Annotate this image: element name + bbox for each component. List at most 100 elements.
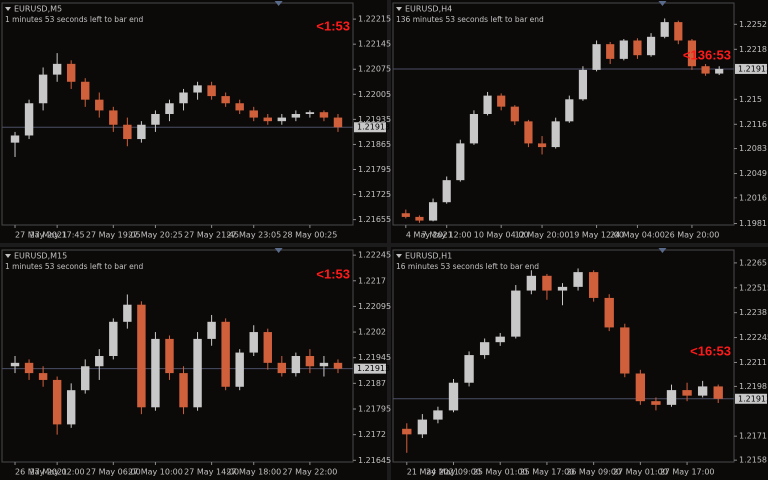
candle-body (526, 275, 537, 291)
candle-body (511, 290, 521, 337)
candle-body (557, 286, 568, 291)
x-tick-label: 4 May 2021 (406, 231, 453, 240)
candle-body (633, 40, 642, 56)
candle-body (137, 124, 146, 140)
x-tick-label: 27 May 17:00 (660, 468, 715, 477)
candle-body (137, 304, 146, 408)
candle-body (456, 143, 465, 181)
y-tick-label: 1.2217 (358, 276, 386, 285)
y-tick-label: 1.2158 (739, 456, 767, 465)
x-tick-label: 27 May 06:00 (86, 468, 141, 477)
x-tick-label: 27 May 10:00 (128, 468, 183, 477)
current-price-label: 1.21913 (738, 64, 768, 73)
candle-body (319, 112, 329, 118)
candle-body (635, 373, 646, 402)
chart-subtitle: 1 minutes 53 seconds left to bar end (5, 15, 144, 24)
current-price-box (354, 363, 386, 374)
plot-border (392, 2, 735, 226)
chart-panel: 1.22215 1.22145 1.22075 1.22005 1.21935 1.218… (0, 0, 391, 243)
countdown: <1:53 (316, 266, 350, 281)
x-tick-label: 27 May 18:00 (226, 468, 281, 477)
candle-body (715, 68, 724, 74)
chart-subtitle: 136 minutes 53 seconds left to bar end (396, 15, 544, 24)
candle-body (660, 22, 669, 37)
y-tick-label: 1.1981 (739, 219, 767, 228)
candle-body (38, 373, 48, 380)
y-tick-label: 1.21795 (358, 165, 391, 174)
candle-body (524, 121, 533, 144)
chart-panel: 1.2265 1.22515 1.2238 1.22245 1.2211 1.2198 1.… (391, 247, 768, 480)
candle-body (151, 114, 160, 125)
title-arrow (5, 7, 11, 11)
candle-body (263, 117, 272, 122)
candle-body (495, 336, 505, 343)
candle-body (619, 40, 628, 59)
y-tick-label: 1.21945 (358, 353, 391, 362)
candle-body (666, 390, 677, 405)
candle-body (674, 22, 683, 41)
candle-body (207, 321, 216, 339)
current-price-label: 1.21913 (738, 394, 768, 403)
chart-area (0, 0, 387, 243)
countdown: <16:53 (690, 343, 731, 358)
y-tick-label: 1.22515 (739, 283, 768, 292)
candle-body (52, 63, 62, 75)
candle-body (542, 275, 552, 291)
y-tick-label: 1.2049 (739, 169, 767, 178)
candle-body (620, 327, 630, 374)
current-price-box (354, 122, 386, 133)
x-tick-label: 27 May 2021 (15, 231, 67, 240)
candle-body (333, 117, 343, 128)
y-tick-label: 1.2211 (739, 358, 767, 367)
candle-body (10, 362, 20, 367)
x-tick-label: 25 May 01:00 (473, 468, 528, 477)
candle-body (263, 332, 272, 363)
title-arrow (396, 254, 402, 258)
x-tick-label: 27 May 02:00 (30, 468, 85, 477)
y-tick-label: 1.22075 (358, 65, 391, 74)
y-tick-label: 1.2265 (739, 258, 767, 267)
y-tick-label: 1.22245 (739, 333, 768, 342)
countdown: <1:53 (316, 18, 350, 33)
candle-body (510, 106, 519, 122)
candle-body (193, 85, 202, 93)
candle-body (415, 216, 424, 221)
candle-body (66, 63, 76, 82)
chart-subtitle: 16 minutes 53 seconds left to bar end (396, 262, 539, 271)
plot-border (392, 249, 735, 463)
y-tick-label: 1.2171 (739, 432, 767, 441)
countdown: <136:53 (683, 47, 731, 62)
x-tick-label: 27 May 20:25 (128, 231, 183, 240)
candle-body (682, 390, 692, 396)
candle-body (235, 103, 244, 111)
chart-panel: 1.22245 1.2217 1.22095 1.2202 1.21945 1.2187 1… (0, 247, 391, 480)
window-marker (274, 248, 283, 253)
y-tick-label: 1.2083 (739, 144, 767, 153)
x-tick-label: 26 May 09:00 (566, 468, 621, 477)
y-tick-label: 1.2016 (739, 193, 767, 202)
candle-body (249, 332, 258, 353)
x-tick-label: 24 May 04:00 (610, 231, 665, 240)
candle-body (588, 272, 599, 298)
title-arrow (396, 7, 402, 11)
y-tick-label: 1.21935 (358, 115, 391, 124)
candle-body (469, 114, 479, 144)
candle-body (123, 124, 132, 140)
x-tick-label: 7 May 12:00 (422, 231, 472, 240)
candle-body (123, 304, 132, 322)
x-tick-label: 25 May 17:00 (519, 468, 574, 477)
candle-body (207, 85, 216, 97)
y-tick-label: 1.2202 (358, 328, 386, 337)
chart-title: EURUSD,M5 (14, 5, 62, 14)
current-price-label: 1.21913 (357, 364, 390, 373)
window-marker (274, 1, 283, 6)
title-arrow (5, 254, 11, 258)
y-tick-label: 1.21645 (358, 456, 391, 465)
candle-body (24, 103, 34, 136)
candle-body (565, 99, 574, 122)
candle-body (277, 362, 287, 374)
candle-body (305, 112, 315, 114)
y-tick-label: 1.215 (739, 95, 762, 104)
window-marker (658, 248, 667, 253)
